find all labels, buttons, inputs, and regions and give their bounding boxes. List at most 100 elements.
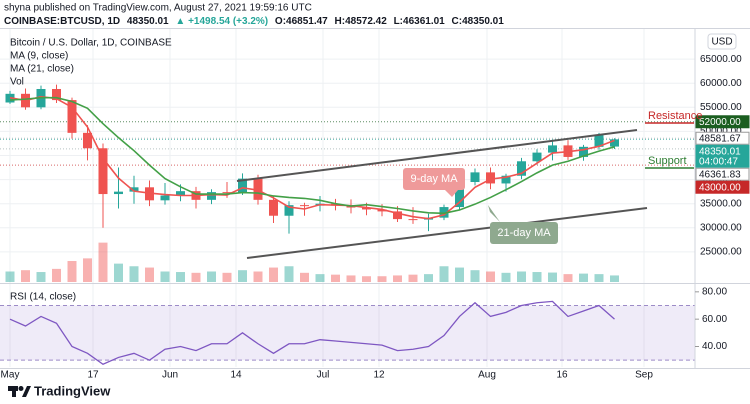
volume-bar: [362, 276, 371, 282]
x-tick-label: 14: [230, 370, 242, 381]
volume-bar: [129, 266, 139, 282]
volume-bar: [21, 270, 30, 282]
y-tick-label: 55000.00: [700, 102, 742, 113]
candle-body: [439, 207, 449, 218]
volume-bar: [67, 261, 77, 282]
annotation-pointer: [445, 190, 458, 197]
volume-bar: [424, 274, 433, 282]
volume-bar: [191, 272, 201, 282]
price-label-box: [695, 144, 750, 168]
price-label: 46361.83: [699, 169, 741, 180]
candle-body: [83, 132, 92, 149]
volume-bar: [145, 267, 154, 282]
price-countdown: 04:00:47: [699, 156, 738, 167]
volume-bar: [563, 274, 573, 282]
volume-bar: [532, 272, 542, 282]
volume-bar: [284, 266, 294, 282]
lower-channel-line: [246, 207, 648, 259]
rsi-tick-label: 40.00: [702, 341, 727, 352]
volume-bar: [300, 272, 309, 282]
plot-layer: [5, 84, 619, 366]
price-label: 48350.01: [699, 146, 741, 157]
volume-bar: [207, 271, 216, 282]
chart-title: Bitcoin / U.S. Dollar, 1D, COINBASE: [10, 38, 172, 49]
candle-body: [160, 195, 170, 201]
candle-body: [610, 139, 619, 147]
volume-bar: [52, 268, 61, 282]
legend-volume: Vol: [10, 77, 24, 88]
upper-channel-line: [236, 129, 638, 182]
annotation: 21-day MA: [497, 227, 551, 239]
volume-bar: [176, 272, 185, 282]
ohlc-open: O:46851.47: [275, 16, 328, 27]
volume-bar: [238, 270, 247, 282]
candle-body: [207, 192, 216, 200]
y-tick-label: 60000.00: [700, 78, 742, 89]
volume-bar: [517, 271, 526, 282]
x-tick-label: Jun: [162, 370, 178, 381]
volume-bar: [470, 270, 480, 282]
candle-body: [579, 146, 588, 157]
candle-body: [269, 199, 278, 216]
last-price: 48350.01: [127, 16, 169, 27]
price-label-box: [695, 167, 750, 181]
volume-bar: [408, 274, 418, 282]
candle-body: [98, 148, 108, 195]
candle-body: [455, 182, 464, 208]
logo-dot: [18, 386, 24, 391]
candle-body: [362, 207, 371, 210]
volume-bar: [98, 242, 108, 282]
annotation: Support: [648, 155, 687, 167]
rsi-line: [9, 300, 615, 366]
y-tick-label: 65000.00: [700, 54, 742, 65]
volume-bar: [486, 271, 495, 282]
volume-bar: [269, 267, 278, 282]
candle-body: [517, 161, 526, 176]
candle-body: [548, 145, 557, 153]
volume-bar: [160, 271, 170, 282]
ma-line: [9, 95, 615, 220]
candle-body: [470, 172, 480, 183]
annotation: 9-day MA: [410, 173, 458, 185]
price-label: 48581.67: [699, 133, 741, 144]
volume-bar: [501, 272, 511, 282]
candle-body: [253, 178, 263, 200]
candle-body: [408, 219, 418, 221]
logo-stem: [12, 386, 16, 397]
footer-logo: [8, 386, 31, 397]
candle-body: [176, 191, 185, 196]
candle-body: [129, 187, 139, 192]
candle-body: [594, 134, 604, 147]
volume-bar: [5, 271, 15, 282]
annotation-box: [490, 222, 558, 244]
volume-bar: [114, 263, 123, 282]
price-label: 43000.00: [699, 182, 741, 193]
candle-body: [284, 205, 294, 216]
price-label-box: [695, 180, 750, 194]
candle-body: [222, 192, 232, 194]
legend-rsi: RSI (14, close): [10, 292, 76, 303]
candle-body: [52, 88, 61, 101]
volume-bar: [455, 267, 464, 282]
annotation: Resistance: [648, 110, 702, 122]
volume-bar: [393, 275, 402, 282]
currency-box[interactable]: [707, 33, 737, 50]
publisher: shyna published on TradingView.com, Augu…: [4, 3, 312, 14]
ohlc-high: H:48572.42: [335, 16, 388, 27]
y-tick-label: 25000.00: [700, 247, 742, 258]
price-label: 52000.00: [699, 117, 741, 128]
candle-body: [300, 205, 309, 207]
x-tick-label: 16: [556, 370, 568, 381]
candle-body: [393, 211, 402, 220]
volume-bar: [36, 272, 46, 282]
candle-body: [67, 100, 77, 133]
price-label-box: [695, 115, 750, 129]
candle-body: [486, 172, 495, 184]
x-tick-label: 12: [373, 370, 385, 381]
candle-body: [238, 178, 247, 193]
x-tick-label: 17: [87, 370, 99, 381]
volume-bar: [610, 275, 619, 282]
volume-bar: [377, 276, 387, 282]
